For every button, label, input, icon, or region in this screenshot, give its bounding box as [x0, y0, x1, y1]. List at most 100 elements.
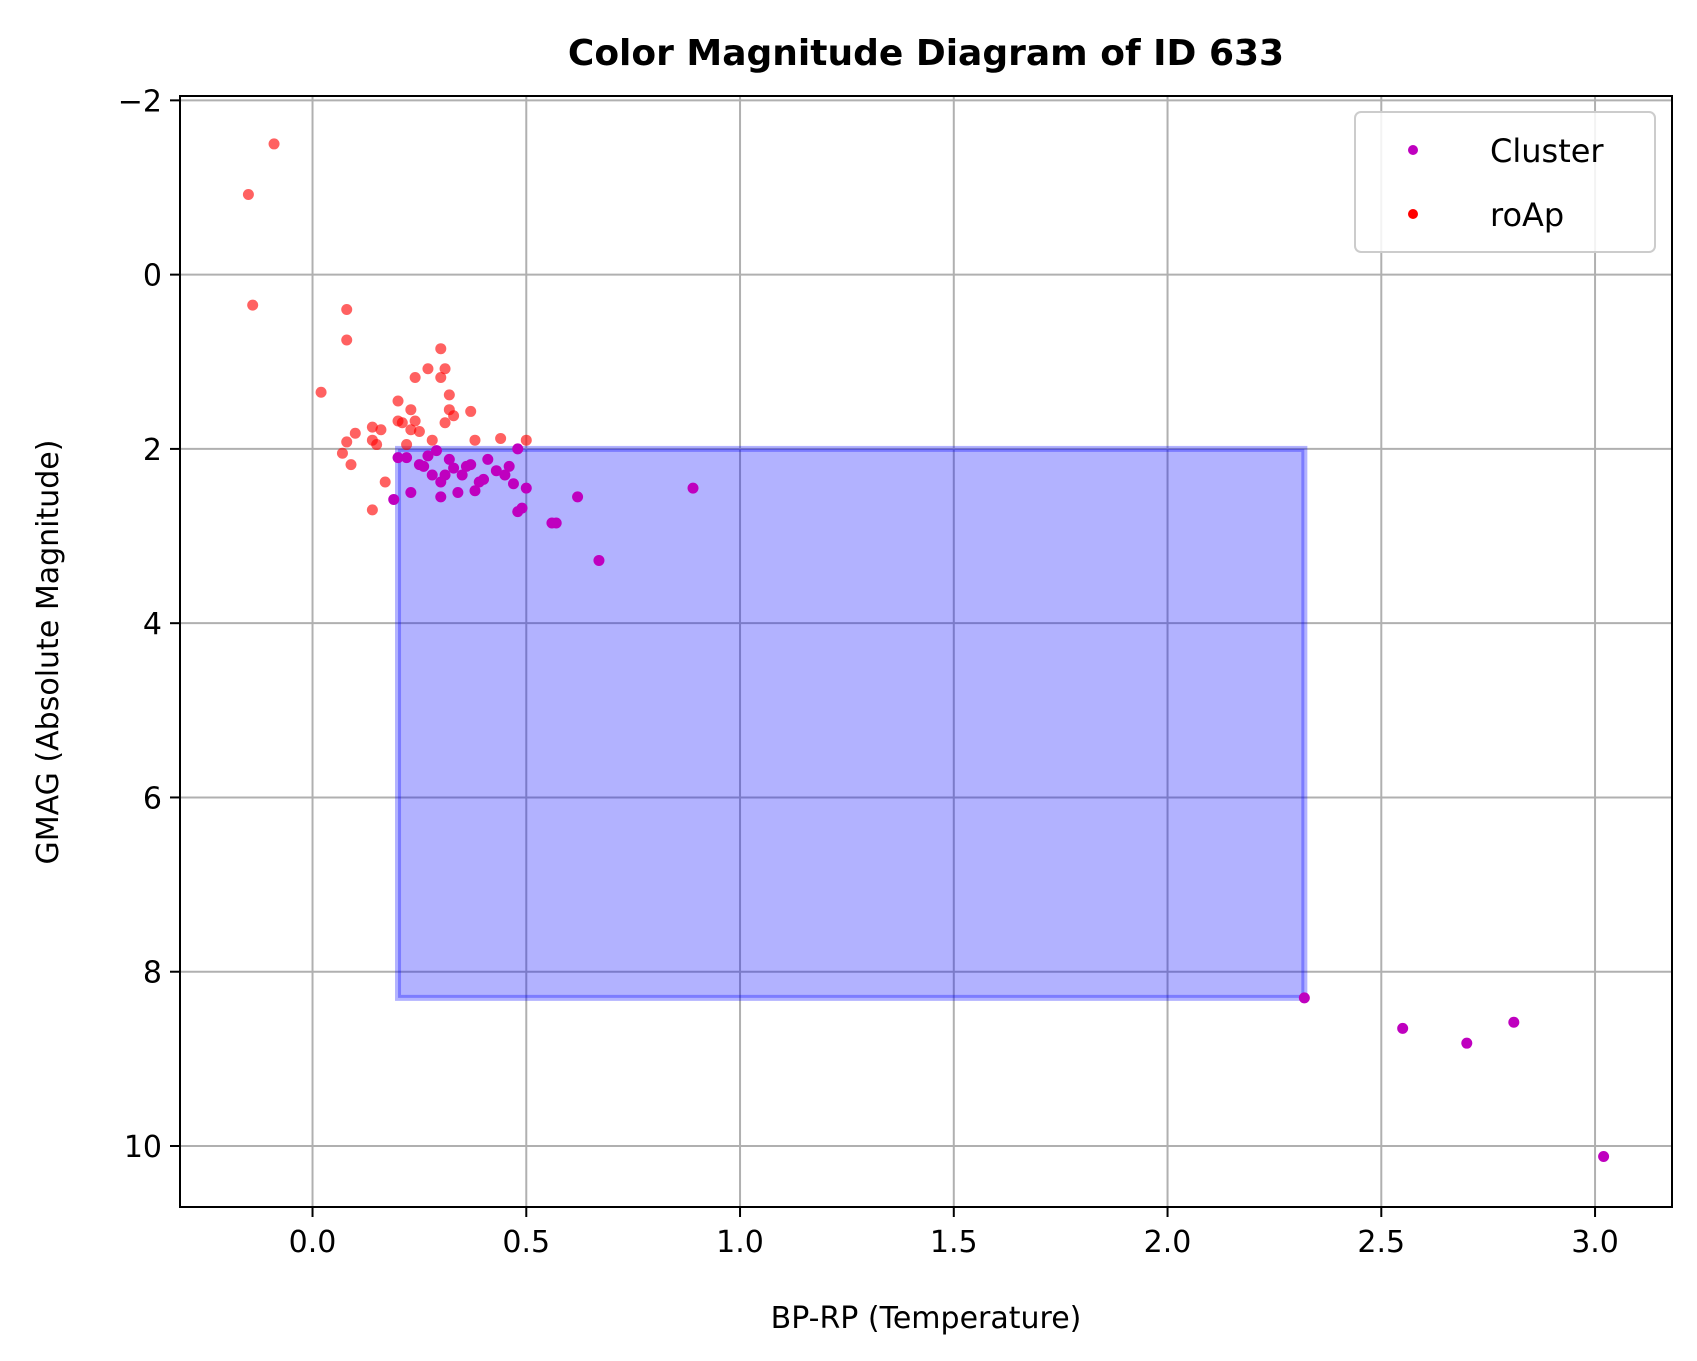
data-point [422, 450, 434, 462]
data-point [1461, 1037, 1473, 1049]
data-point [426, 469, 438, 481]
data-point [1598, 1150, 1610, 1162]
y-tick-label: 4 [143, 607, 162, 642]
legend-swatch-roap [1408, 209, 1418, 219]
legend-label-cluster: Cluster [1490, 132, 1604, 170]
data-point [448, 462, 460, 474]
data-point [435, 476, 447, 488]
data-point [687, 482, 699, 494]
data-point [341, 303, 353, 315]
data-point [426, 434, 438, 446]
data-point [593, 554, 605, 566]
series-roap [242, 138, 532, 516]
data-point [1397, 1022, 1409, 1034]
data-point [349, 427, 361, 439]
x-tick-label: 2.5 [1357, 1225, 1405, 1260]
data-point [1508, 1016, 1520, 1028]
data-point [512, 506, 524, 518]
data-point [405, 486, 417, 498]
data-point [507, 478, 519, 490]
data-point [520, 482, 532, 494]
data-point [345, 459, 357, 471]
x-tick-label: 3.0 [1571, 1225, 1619, 1260]
data-point [473, 476, 485, 488]
series-cluster [388, 443, 1610, 1162]
data-point [409, 415, 421, 427]
data-point [495, 432, 507, 444]
data-point [366, 421, 378, 433]
x-tick-label: 0.5 [502, 1225, 550, 1260]
y-tick-label: 2 [143, 433, 162, 468]
data-point [413, 459, 425, 471]
data-point [499, 469, 511, 481]
legend: Cluster roAp [1354, 111, 1656, 253]
data-point [465, 459, 477, 471]
y-tick-label: −2 [118, 84, 162, 119]
data-point [371, 439, 383, 451]
data-point [366, 504, 378, 516]
data-points [242, 138, 1610, 1162]
data-point [465, 405, 477, 417]
data-point [469, 485, 481, 497]
data-point [435, 343, 447, 355]
data-point [431, 445, 443, 457]
data-point [572, 491, 584, 503]
legend-label-roap: roAp [1490, 196, 1564, 234]
data-point [439, 417, 451, 429]
data-point [452, 486, 464, 498]
y-axis-label: GMAG (Absolute Magnitude) [31, 440, 66, 865]
y-tick-label: 8 [143, 956, 162, 991]
data-point [490, 465, 502, 477]
data-point [392, 415, 404, 427]
axis-ticks: 0.0 0.5 1.0 1.5 2.0 2.5 3.0 −2 0 2 4 6 8 10 [118, 84, 1619, 1260]
data-point [405, 404, 417, 416]
data-point [401, 439, 413, 451]
legend-swatch-cluster [1408, 145, 1418, 155]
y-tick-label: 10 [124, 1130, 162, 1165]
data-point [405, 424, 417, 436]
grid [180, 96, 1672, 1207]
data-point [503, 460, 515, 472]
data-point [435, 491, 447, 503]
x-tick-label: 0.0 [289, 1225, 337, 1260]
data-point [1298, 992, 1310, 1004]
data-point [546, 517, 558, 529]
data-point [247, 299, 259, 311]
data-point [435, 371, 447, 383]
data-point [512, 443, 524, 455]
data-point [520, 434, 532, 446]
data-point [401, 452, 413, 464]
data-point [392, 452, 404, 464]
legend-box [1354, 111, 1656, 253]
data-point [456, 469, 468, 481]
data-point [443, 453, 455, 465]
data-point [341, 436, 353, 448]
x-tick-label: 1.5 [930, 1225, 978, 1260]
chart-title: Color Magnitude Diagram of ID 633 [568, 33, 1284, 74]
y-tick-label: 6 [143, 781, 162, 816]
data-point [482, 453, 494, 465]
data-point [469, 434, 481, 446]
data-point [341, 334, 353, 346]
data-point [443, 389, 455, 401]
y-tick-label: 0 [143, 259, 162, 294]
data-point [375, 424, 387, 436]
data-point [422, 363, 434, 375]
data-point [392, 395, 404, 407]
data-point [439, 363, 451, 375]
plot-frame [179, 95, 1673, 1208]
data-point [242, 188, 254, 200]
x-tick-label: 2.0 [1144, 1225, 1192, 1260]
data-point [413, 425, 425, 437]
data-point [336, 447, 348, 459]
data-point [409, 371, 421, 383]
x-tick-label: 1.0 [716, 1225, 764, 1260]
data-point [379, 476, 391, 488]
data-point [315, 386, 327, 398]
data-point [388, 493, 400, 505]
x-axis-label: BP-RP (Temperature) [771, 1301, 1082, 1336]
data-point [448, 410, 460, 422]
data-point [268, 138, 280, 150]
selection-region [395, 445, 1308, 1001]
